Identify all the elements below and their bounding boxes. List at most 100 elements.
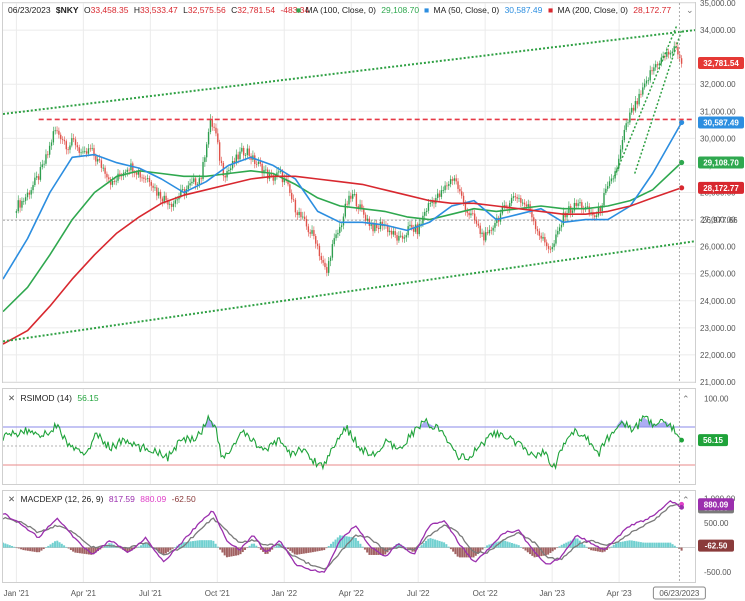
macd-histogram-bar xyxy=(248,545,251,548)
candle-body xyxy=(89,148,92,150)
candle-body xyxy=(427,203,430,211)
candle-body xyxy=(104,167,106,174)
macd-histogram-bar xyxy=(255,545,258,548)
candle-body xyxy=(442,190,444,192)
macd-histogram-bar xyxy=(49,544,52,548)
candle-body xyxy=(472,213,474,215)
candle-body xyxy=(246,148,249,155)
macd-histogram-bar xyxy=(273,547,276,549)
candle-body xyxy=(309,232,311,234)
ma100-value: 29,108.70 xyxy=(381,5,419,15)
candle-body xyxy=(23,200,25,202)
macd-histogram-bar xyxy=(619,541,622,548)
macd-histogram-bar xyxy=(74,547,77,553)
ma100-label: MA (100, Close, 0) xyxy=(306,5,377,15)
candle-body xyxy=(327,261,330,273)
candle-body xyxy=(473,213,476,221)
candle-body xyxy=(113,181,116,182)
candle-body xyxy=(521,202,524,204)
candle-body xyxy=(475,220,478,224)
candle-body xyxy=(32,185,34,191)
macd-histogram-bar xyxy=(257,547,260,549)
candle-body xyxy=(551,247,553,250)
macd-histogram-bar xyxy=(560,544,563,548)
macd-histogram-bar xyxy=(438,540,441,548)
macd-histogram-bar xyxy=(359,543,362,548)
candle-body xyxy=(156,187,158,196)
macd-histogram-bar xyxy=(196,540,199,548)
macd-histogram-bar xyxy=(142,544,145,548)
macd-histogram-bar xyxy=(216,546,219,548)
candle-body xyxy=(525,204,528,207)
candle-body xyxy=(47,154,49,156)
candle-body xyxy=(244,154,247,156)
candle-body xyxy=(331,244,334,258)
macd-histogram-bar xyxy=(420,545,423,548)
candle-body xyxy=(348,195,350,205)
candle-body xyxy=(671,51,674,54)
macd-histogram-bar xyxy=(201,540,204,548)
macd-histogram-bar xyxy=(169,547,172,551)
macd-histogram-bar xyxy=(305,547,308,554)
candle-body xyxy=(209,118,212,133)
candle-body xyxy=(34,177,36,186)
candle-body xyxy=(313,230,315,237)
price-panel-chevron-icon[interactable]: ⌄ xyxy=(686,5,694,15)
candle-body xyxy=(322,259,324,263)
candle-body xyxy=(67,149,69,151)
macd-histogram-bar xyxy=(318,547,321,551)
macd-close-icon: ✕ xyxy=(8,494,15,504)
rsi-label: RSIMOD (14) xyxy=(21,393,73,403)
ma50-endpoint xyxy=(679,119,685,126)
candle-body xyxy=(211,118,213,127)
candle-body xyxy=(41,164,43,168)
macd-histogram-bar xyxy=(499,540,502,548)
rsi-panel-chevron-icon[interactable]: ⌃ xyxy=(682,394,690,404)
price-y-tick-label: 35,000.00 xyxy=(700,0,736,8)
candle-body xyxy=(126,169,128,172)
candle-body xyxy=(642,87,644,95)
macd-histogram-bar xyxy=(513,543,516,548)
macd-histogram-bar xyxy=(182,542,185,548)
candle-body xyxy=(494,222,496,228)
macd-histogram-bar xyxy=(63,545,66,548)
macd-histogram-bar xyxy=(449,547,452,550)
macd-histogram-bar xyxy=(458,547,461,558)
candle-body xyxy=(15,211,18,213)
candle-body xyxy=(538,231,541,236)
candle-body xyxy=(388,230,391,233)
rsi-panel-frame xyxy=(2,388,696,485)
macd-histogram-bar xyxy=(343,535,346,548)
macd-histogram-bar xyxy=(483,547,486,548)
macd-histogram-bar xyxy=(452,547,455,552)
x-date-badge-frame xyxy=(652,586,706,600)
macd-panel-chevron-icon[interactable]: ⌃ xyxy=(682,495,690,505)
macd-histogram-bar xyxy=(492,543,495,548)
macd-histogram-bar xyxy=(436,540,439,548)
header-open: 33,458.35 xyxy=(91,5,129,15)
candle-body xyxy=(534,221,537,230)
candle-body xyxy=(462,195,465,203)
candle-body xyxy=(78,147,80,153)
candle-body xyxy=(163,195,165,202)
price-header: 06/23/2023 $NKY O33,458.35 H33,533.47 L3… xyxy=(8,5,310,15)
macd-histogram-bar xyxy=(680,547,683,551)
candle-body xyxy=(662,55,664,58)
candle-body xyxy=(36,176,38,178)
macd-histogram-bar xyxy=(361,546,364,548)
candle-body xyxy=(52,131,55,143)
macd-histogram-bar xyxy=(368,547,371,555)
macd-histogram-bar xyxy=(35,547,38,553)
macd-histogram-bar xyxy=(144,542,147,548)
macd-histogram-bar xyxy=(594,547,597,552)
candle-body xyxy=(146,178,149,179)
candle-body xyxy=(196,184,199,186)
price-grid xyxy=(3,2,695,383)
macd-histogram-bar xyxy=(192,541,195,548)
candle-body xyxy=(350,195,352,199)
candle-body xyxy=(459,188,461,192)
macd-histogram-bar xyxy=(162,547,165,555)
macd-histogram-bar xyxy=(228,547,231,557)
candle-body xyxy=(237,154,239,160)
candle-body xyxy=(326,267,328,273)
